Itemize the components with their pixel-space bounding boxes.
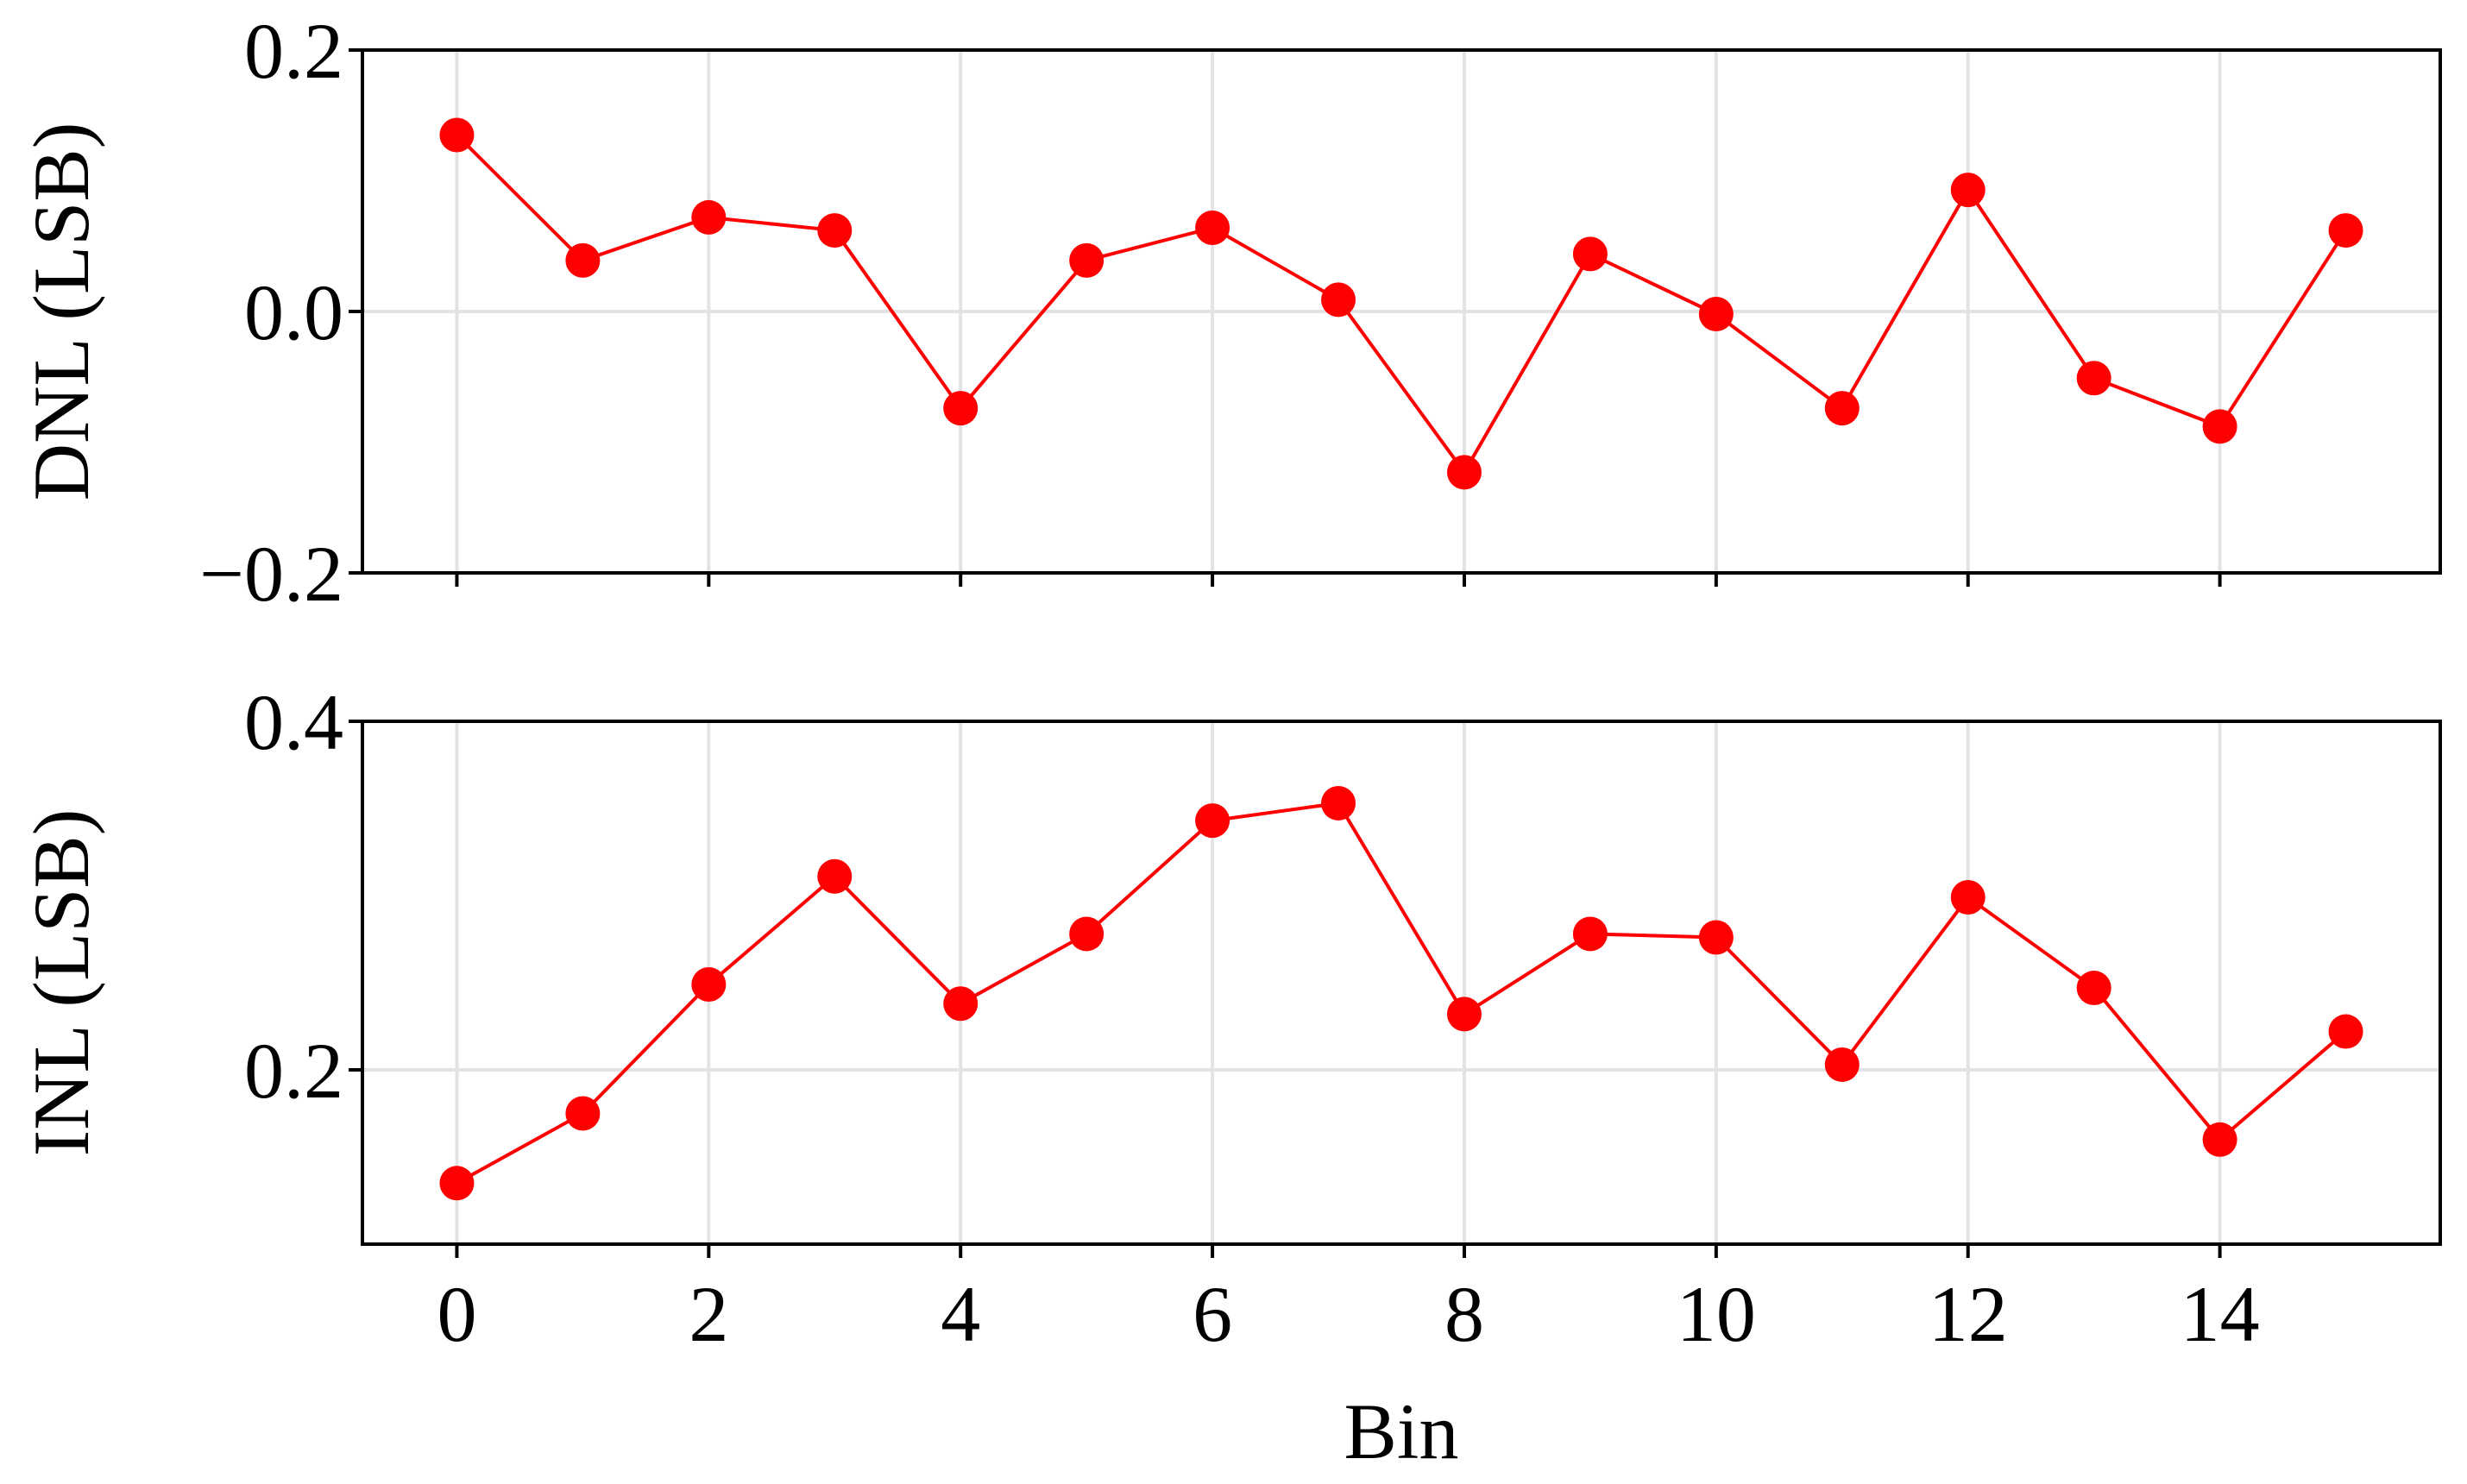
data-point	[2202, 1122, 2237, 1157]
series-line	[456, 801, 2347, 1185]
data-point	[2328, 213, 2363, 248]
data-point	[691, 199, 727, 235]
data-point	[1195, 803, 1230, 839]
data-point	[565, 1096, 601, 1131]
y-axis-label: DNL (LSB)	[17, 123, 105, 501]
data-point	[1446, 455, 1482, 490]
data-point	[1950, 880, 1986, 915]
data-point	[1195, 211, 1230, 246]
y-tick-label: −0.2	[199, 530, 343, 618]
data-point	[1446, 997, 1482, 1032]
y-tick-label: 0.2	[244, 7, 343, 95]
data-point	[2328, 1014, 2363, 1049]
data-point	[943, 391, 979, 426]
x-tick-label: 14	[2181, 1270, 2260, 1358]
data-point	[1824, 391, 1860, 426]
data-point	[1572, 236, 1608, 272]
x-tick-label: 0	[437, 1270, 476, 1358]
data-point	[565, 242, 601, 278]
x-tick-label: 4	[941, 1270, 980, 1358]
y-tick-label: 0.0	[244, 268, 343, 356]
inl-panel: 0 2 4 6 8 10 12 14 0.4 0.2 INL (LSB) Bin	[17, 678, 2442, 1475]
x-axis-label: Bin	[1344, 1387, 1459, 1475]
y-axis-label: INL (LSB)	[17, 809, 105, 1157]
series-line	[456, 134, 2348, 476]
data-point	[691, 967, 727, 1003]
data-point	[1069, 242, 1104, 278]
x-tick-label: 12	[1929, 1270, 2008, 1358]
data-point	[439, 1166, 475, 1201]
data-point	[943, 986, 979, 1022]
x-tick-label: 10	[1677, 1270, 1756, 1358]
x-tick-label: 2	[689, 1270, 728, 1358]
data-point	[1321, 282, 1356, 318]
data-point	[1824, 1047, 1860, 1082]
data-point	[1950, 173, 1986, 208]
y-tick-label: 0.2	[244, 1027, 343, 1115]
data-point	[439, 117, 475, 153]
data-point	[2202, 409, 2237, 444]
data-point	[817, 213, 853, 248]
x-tick-label: 6	[1193, 1270, 1232, 1358]
data-point	[2076, 361, 2111, 396]
y-tick-label: 0.4	[244, 678, 343, 766]
data-point	[2076, 971, 2111, 1006]
dnl-panel: 0.2 0.0 −0.2 DNL (LSB)	[17, 7, 2442, 618]
data-point	[1572, 916, 1608, 952]
data-point	[817, 858, 853, 894]
data-point	[1321, 785, 1356, 821]
axes-frame	[361, 720, 2442, 1246]
data-point	[1698, 297, 1734, 332]
data-point	[1698, 920, 1734, 955]
data-point	[1069, 916, 1104, 952]
x-tick-label: 8	[1444, 1270, 1484, 1358]
